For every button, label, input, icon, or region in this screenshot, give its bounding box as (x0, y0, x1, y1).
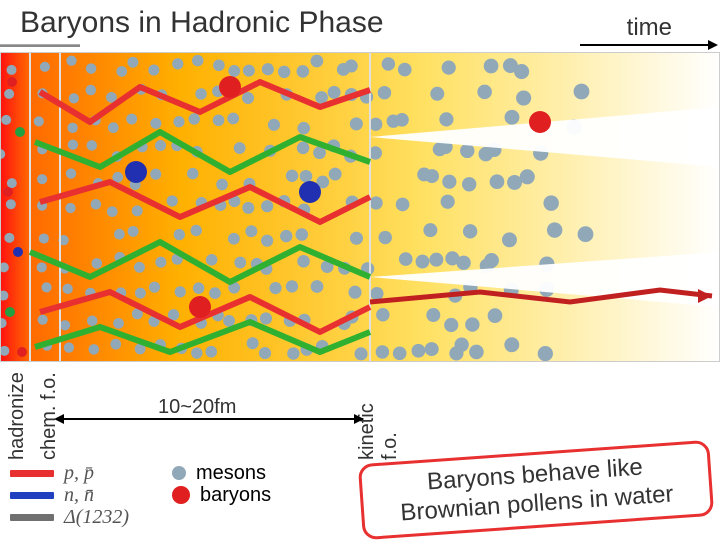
diagram-svg (0, 52, 720, 362)
legend-label: baryons (200, 484, 271, 507)
legend-label: Δ(1232) (64, 506, 129, 529)
swatch-icon (10, 492, 54, 499)
time-arrow-icon (580, 44, 710, 46)
vlabel-hadronize: hadronize (6, 370, 29, 460)
legend-row: baryons (172, 484, 271, 506)
legend-label: mesons (196, 462, 266, 485)
legend-row: n, n̄ (10, 484, 129, 506)
time-label: time (627, 14, 672, 42)
legend-species: p, p̄ n, n̄ Δ(1232) (10, 462, 129, 528)
legend-particles: mesons baryons (172, 462, 271, 506)
scale-label: 10~20fm (158, 396, 236, 419)
legend-row: Δ(1232) (10, 506, 129, 528)
dot-icon (172, 466, 186, 480)
callout-box: Baryons behave like Brownian pollens in … (358, 440, 714, 540)
dot-icon (172, 486, 190, 504)
legend-label: p, p̄ (64, 462, 94, 485)
hadronic-phase-diagram (0, 52, 720, 362)
legend-row: mesons (172, 462, 271, 484)
swatch-icon (10, 514, 54, 521)
swatch-icon (10, 470, 54, 477)
legend-row: p, p̄ (10, 462, 129, 484)
title-underline (0, 44, 80, 47)
legend-label: n, n̄ (64, 484, 94, 507)
page-title: Baryons in Hadronic Phase (20, 6, 384, 40)
